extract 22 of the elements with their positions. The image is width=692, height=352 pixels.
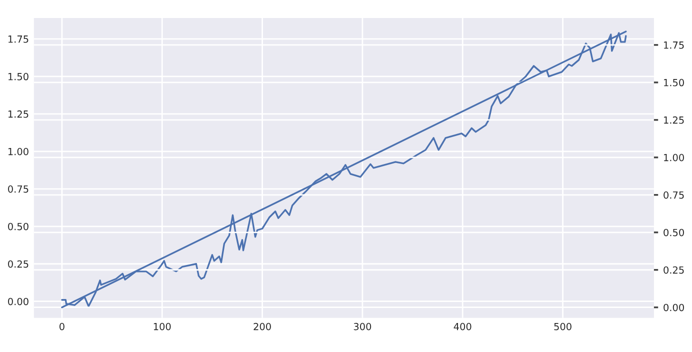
y2-tick-label: 1.50 [664,78,684,86]
y-tick-label: 0.75 [8,185,28,193]
y-tick-label: 0.25 [8,260,28,268]
y-tick-label: 1.25 [8,110,28,118]
y2-tick-label: 1.00 [664,154,684,162]
y-tick-label: 0.00 [8,298,28,306]
y-tick-label: 1.00 [8,148,28,156]
x-tick-label: 500 [554,322,572,330]
x-tick-label: 200 [254,322,271,330]
x-tick-label: 100 [154,322,171,330]
y-tick-label: 1.50 [8,72,28,80]
x-tick-label: 0 [60,322,64,330]
y-tick-label: 0.50 [8,222,28,230]
y-tick-label: 1.75 [8,36,28,43]
x-tick-label: 400 [454,322,472,330]
y2-tick-label: 1.75 [664,42,684,49]
y2-tick-label: 0.75 [664,191,684,199]
y2-tick-label: 0.00 [664,304,684,312]
x-tick-label: 300 [354,322,372,330]
y2-tick-label: 0.25 [664,266,684,274]
y2-tick-label: 1.25 [664,116,684,124]
y2-tick-label: 0.50 [664,228,684,236]
